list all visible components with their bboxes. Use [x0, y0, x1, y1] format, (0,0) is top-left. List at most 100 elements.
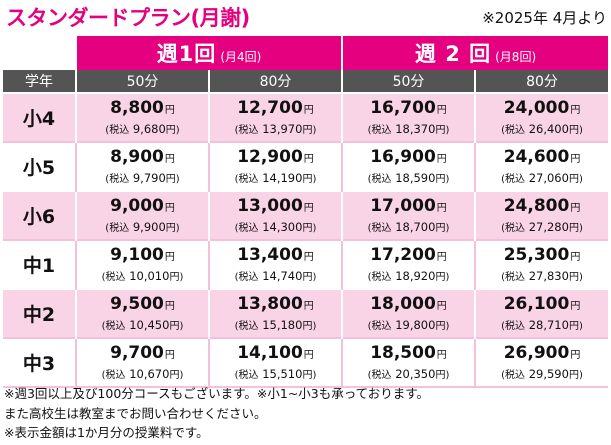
duration-header: 50分: [341, 70, 475, 93]
grade-cell: 小4: [3, 92, 76, 142]
price-amount: 9,000円: [77, 196, 208, 219]
tax-label: (税込: [101, 271, 126, 283]
yen-unit: 円: [303, 202, 314, 214]
tax-value: 18,920: [395, 268, 436, 283]
tax-value: 29,590: [528, 366, 569, 381]
tax-close: 円): [302, 369, 317, 381]
price-value: 12,900: [237, 146, 303, 167]
price-amount: 16,700円: [343, 98, 474, 121]
tax-included-price: (税込 15,180円): [210, 318, 341, 334]
price-amount: 24,800円: [476, 196, 608, 219]
price-value: 16,700: [370, 97, 436, 118]
tax-close: 円): [568, 271, 583, 283]
tax-label: (税込: [101, 320, 126, 332]
grade-cell: 中1: [3, 239, 76, 289]
tax-close: 円): [165, 124, 180, 136]
price-amount: 13,000円: [210, 196, 341, 219]
price-value: 13,800: [237, 293, 303, 314]
tax-value: 19,800: [395, 317, 436, 332]
frequency-header-once-weekly: 週1回 (月4回): [75, 36, 342, 70]
tax-value: 14,300: [262, 219, 303, 234]
tax-value: 9,790: [132, 170, 166, 185]
price-amount: 18,000円: [343, 294, 474, 317]
yen-unit: 円: [303, 104, 314, 116]
tax-value: 14,190: [262, 170, 303, 185]
price-cell: 13,800円 (税込 15,180円): [208, 288, 342, 338]
frequency-label: 週 2 回: [414, 42, 492, 66]
price-value: 18,000: [370, 293, 436, 314]
table-row: 中3 9,700円 (税込 10,670円) 14,100円 (税込 15,510円) 1…: [3, 337, 609, 388]
tax-included-price: (税込 10,670円): [77, 367, 208, 383]
price-cell: 24,800円 (税込 27,280円): [473, 190, 609, 240]
tax-label: (税込: [367, 173, 392, 185]
price-value: 14,100: [237, 342, 303, 363]
price-amount: 9,100円: [77, 245, 208, 268]
tax-label: (税込: [501, 271, 526, 283]
frequency-label: 週1回: [156, 42, 217, 66]
yen-unit: 円: [436, 104, 447, 116]
yen-unit: 円: [164, 300, 175, 312]
price-value: 9,000: [110, 195, 164, 216]
yen-unit: 円: [570, 251, 581, 263]
tax-label: (税込: [105, 173, 130, 185]
yen-unit: 円: [164, 349, 175, 361]
tax-included-price: (税込 27,060円): [476, 171, 608, 187]
price-amount: 12,900円: [210, 147, 341, 170]
note-line: また高校生は教室までお問い合わせください。: [4, 405, 267, 421]
tax-included-price: (税込 19,800円): [343, 318, 474, 334]
tax-close: 円): [302, 222, 317, 234]
effective-date: ※2025年 4月より: [482, 9, 607, 27]
tax-label: (税込: [501, 320, 526, 332]
tax-label: (税込: [105, 124, 130, 136]
tax-close: 円): [568, 173, 583, 185]
yen-unit: 円: [303, 153, 314, 165]
tax-value: 26,400: [528, 121, 569, 136]
price-amount: 24,000円: [476, 98, 608, 121]
tax-included-price: (税込 27,830円): [476, 269, 608, 285]
price-cell: 13,400円 (税込 14,740円): [208, 239, 342, 289]
price-cell: 17,000円 (税込 18,700円): [341, 190, 475, 240]
tax-label: (税込: [105, 222, 130, 234]
tax-value: 13,970: [262, 121, 303, 136]
tax-label: (税込: [234, 222, 259, 234]
price-value: 13,400: [237, 244, 303, 265]
tax-close: 円): [302, 124, 317, 136]
yen-unit: 円: [436, 300, 447, 312]
price-value: 26,100: [503, 293, 570, 314]
tax-label: (税込: [367, 124, 392, 136]
note-line: ※週3回以上及び100分コースもございます。※小1~小3も承っております。: [4, 386, 430, 401]
tax-included-price: (税込 28,710円): [476, 318, 608, 334]
price-cell: 17,200円 (税込 18,920円): [341, 239, 475, 289]
grade-cell: 中2: [3, 288, 76, 338]
price-value: 24,600: [503, 146, 570, 167]
table-row: 小5 8,900円 (税込 9,790円) 12,900円 (税込 14,190円) 16…: [3, 141, 609, 191]
price-cell: 9,700円 (税込 10,670円): [75, 337, 209, 388]
grade-column-header: 学年: [3, 70, 76, 93]
frequency-sublabel: (月8回): [495, 50, 537, 64]
tax-value: 28,710: [528, 317, 569, 332]
price-amount: 12,700円: [210, 98, 341, 121]
tax-close: 円): [568, 124, 583, 136]
tax-included-price: (税込 9,680円): [77, 122, 208, 138]
tax-label: (税込: [367, 369, 392, 381]
price-amount: 8,800円: [77, 98, 208, 121]
tax-label: (税込: [501, 124, 526, 136]
price-value: 8,800: [110, 97, 164, 118]
table-row: 中1 9,100円 (税込 10,010円) 13,400円 (税込 14,740円) 1…: [3, 239, 609, 289]
price-cell: 16,700円 (税込 18,370円): [341, 92, 475, 142]
grade-cell: 小5: [3, 141, 76, 191]
price-amount: 25,300円: [476, 245, 608, 268]
notes: ※週3回以上及び100分コースもございます。※小1~小3も承っております。 また…: [4, 384, 429, 443]
tax-close: 円): [435, 124, 450, 136]
tax-label: (税込: [234, 369, 259, 381]
tax-close: 円): [568, 320, 583, 332]
tax-included-price: (税込 9,900円): [77, 220, 208, 236]
yen-unit: 円: [164, 251, 175, 263]
tax-value: 27,280: [528, 219, 569, 234]
tax-close: 円): [165, 222, 180, 234]
yen-unit: 円: [570, 349, 581, 361]
price-table: 週1回 (月4回) 週 2 回 (月8回) 学年 50分 80分 50分 80分 小…: [3, 36, 609, 388]
price-amount: 9,700円: [77, 343, 208, 366]
tax-value: 10,450: [129, 317, 170, 332]
price-value: 17,200: [370, 244, 436, 265]
